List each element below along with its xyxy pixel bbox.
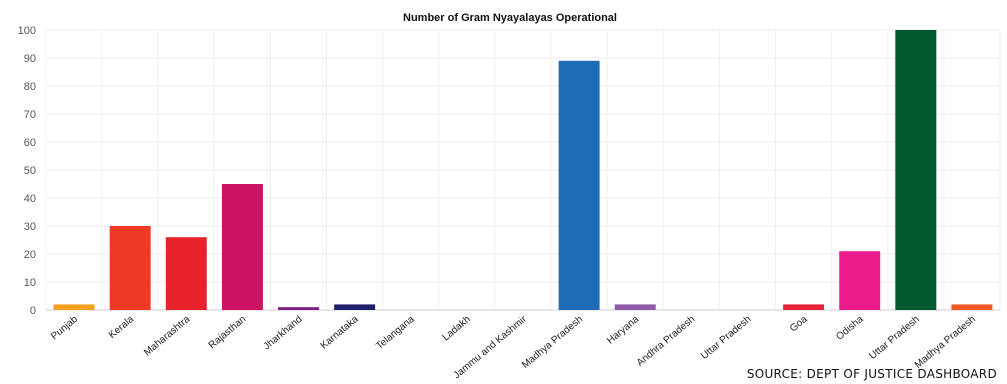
source-note: SOURCE: DEPT OF JUSTICE DASHBOARD: [746, 367, 997, 381]
x-tick-label: Karnataka: [319, 314, 361, 352]
bar: [278, 307, 320, 310]
x-tick-label: Kerala: [107, 314, 137, 341]
bar: [614, 304, 656, 310]
x-tick-label: Ladakh: [441, 314, 473, 344]
bar: [109, 226, 151, 310]
bar: [53, 304, 95, 310]
y-tick-label: 90: [24, 53, 36, 65]
x-tick-label: Madhya Pradesh: [913, 314, 978, 371]
y-tick-label: 10: [24, 277, 36, 289]
chart-title: Number of Gram Nyayalayas Operational: [403, 12, 617, 24]
bar: [783, 304, 825, 310]
x-tick-label: Uttar Pradesh: [867, 314, 921, 362]
y-tick-label: 100: [18, 25, 36, 37]
x-tick-label: Maharashtra: [142, 314, 192, 359]
y-tick-label: 0: [30, 305, 36, 317]
bar: [951, 304, 993, 310]
bar: [839, 251, 881, 310]
x-tick-label: Punjab: [49, 314, 80, 343]
y-tick-label: 60: [24, 137, 36, 149]
y-tick-label: 30: [24, 221, 36, 233]
x-tick-label: Jharkhand: [262, 314, 305, 352]
x-tick-label: Andhra Pradesh: [635, 314, 697, 369]
x-tick-label: Goa: [788, 314, 810, 335]
y-tick-label: 50: [24, 165, 36, 177]
bar: [895, 30, 937, 310]
x-tick-label: Odisha: [834, 314, 866, 343]
bar: [334, 304, 376, 310]
x-tick-label: Telangana: [374, 314, 417, 352]
bar: [165, 237, 207, 310]
x-tick-label: Madhya Pradesh: [520, 314, 585, 371]
x-tick-label: Uttar Pradesh: [699, 314, 753, 362]
x-tick-label: Rajasthan: [207, 314, 249, 351]
x-tick-label: Haryana: [605, 314, 641, 347]
y-tick-label: 40: [24, 193, 36, 205]
y-tick-label: 20: [24, 249, 36, 261]
bar: [221, 184, 263, 310]
bar: [558, 60, 600, 310]
y-tick-label: 80: [24, 81, 36, 93]
y-tick-label: 70: [24, 109, 36, 121]
